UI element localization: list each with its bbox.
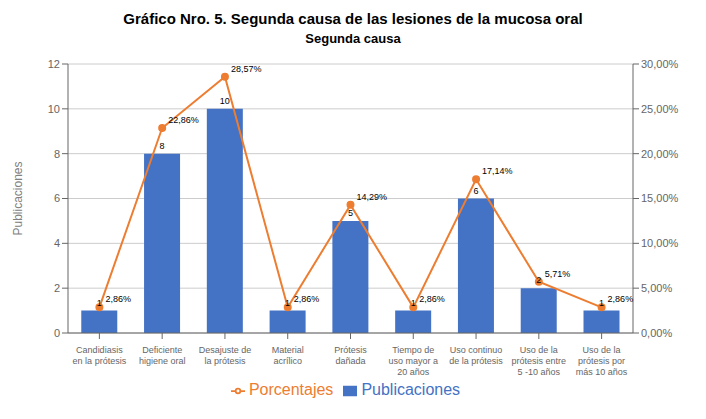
svg-text:30,00%: 30,00%	[641, 58, 679, 70]
svg-text:2,86%: 2,86%	[419, 294, 445, 304]
svg-text:Uso de laprótesis pormás 10 añ: Uso de laprótesis pormás 10 años	[576, 345, 628, 377]
html-text:Segunda causa: Segunda causa	[305, 31, 401, 46]
svg-text:5,71%: 5,71%	[545, 269, 571, 279]
svg-text:6: 6	[54, 192, 60, 204]
svg-text:6: 6	[473, 186, 478, 196]
html-text:Porcentajes: Porcentajes	[248, 381, 334, 398]
svg-text:4: 4	[54, 237, 60, 249]
svg-text:2,86%: 2,86%	[105, 294, 131, 304]
svg-text:2,86%: 2,86%	[608, 294, 634, 304]
svg-text:1: 1	[97, 298, 102, 308]
svg-text:10: 10	[48, 103, 60, 115]
svg-text:Uso de laprótesis entre5 -10 a: Uso de laprótesis entre5 -10 años	[512, 345, 567, 377]
svg-text:10: 10	[220, 96, 230, 106]
svg-text:20,00%: 20,00%	[641, 148, 679, 160]
svg-text:0: 0	[54, 327, 60, 339]
svg-text:Uso continuode la prótesis: Uso continuode la prótesis	[449, 345, 503, 366]
svg-text:15,00%: 15,00%	[641, 192, 679, 204]
html-text:Publicaciones: Publicaciones	[361, 381, 461, 398]
svg-text:12: 12	[48, 58, 60, 70]
svg-text:5,00%: 5,00%	[641, 282, 672, 294]
svg-text:Desajuste dela prótesis: Desajuste dela prótesis	[199, 345, 252, 366]
svg-text:8: 8	[160, 141, 165, 151]
svg-text:Candidiasisen la prótesis: Candidiasisen la prótesis	[73, 345, 127, 366]
svg-text:22,86%: 22,86%	[168, 115, 199, 125]
svg-text:Deficientehigiene oral: Deficientehigiene oral	[139, 345, 186, 366]
svg-text:5: 5	[348, 208, 353, 218]
svg-text:1: 1	[411, 298, 416, 308]
svg-text:1: 1	[285, 298, 290, 308]
svg-text:28,57%: 28,57%	[231, 64, 262, 74]
svg-text:Publicaciones: Publicaciones	[11, 161, 25, 235]
svg-text:1: 1	[599, 298, 604, 308]
svg-text:14,29%: 14,29%	[357, 192, 388, 202]
svg-text:Materialacrílico: Materialacrílico	[272, 345, 304, 366]
svg-text:0,00%: 0,00%	[641, 327, 672, 339]
svg-text:2: 2	[54, 282, 60, 294]
svg-text:2: 2	[536, 275, 541, 285]
svg-text:10,00%: 10,00%	[641, 237, 679, 249]
svg-text:8: 8	[54, 148, 60, 160]
svg-text:Prótesisdañada: Prótesisdañada	[334, 345, 367, 366]
svg-text:17,14%: 17,14%	[482, 166, 513, 176]
svg-text:Tiempo deuso mayor a20 años: Tiempo deuso mayor a20 años	[389, 345, 439, 377]
html-text:Gráfico Nro. 5. Segunda causa: Gráfico Nro. 5. Segunda causa de las les…	[123, 10, 583, 27]
svg-text:2,86%: 2,86%	[294, 294, 320, 304]
svg-text:25,00%: 25,00%	[641, 103, 679, 115]
